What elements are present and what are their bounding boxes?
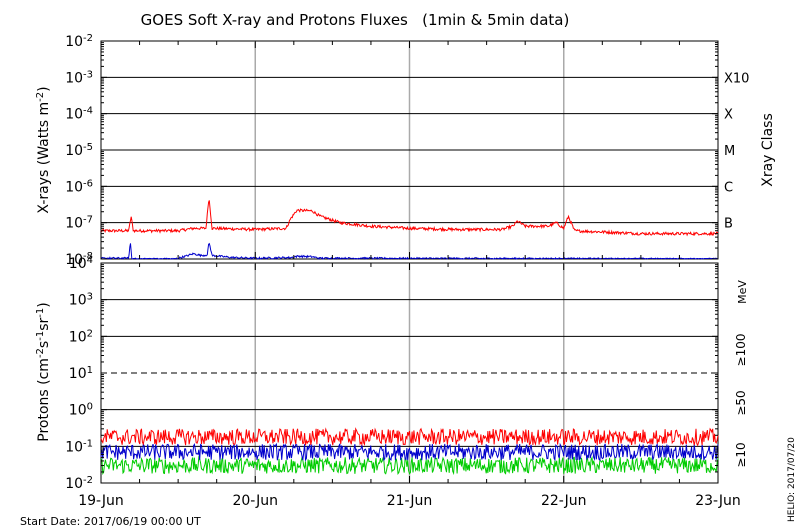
proton-y-tick-exp: 4 <box>87 255 93 266</box>
xray-class-label: B <box>724 217 733 232</box>
proton-y-tick-base: 10 <box>69 366 87 382</box>
proton-y-tick-exp: -2 <box>83 475 93 486</box>
xray-y-tick-base: 10 <box>65 179 83 195</box>
proton-y-tick-label: 103 <box>69 291 93 309</box>
xray-class-label: C <box>724 180 733 195</box>
proton-y-tick-exp: 2 <box>87 328 93 339</box>
xray-y-tick-exp: -3 <box>83 69 93 80</box>
proton-ylabel-mid: s <box>36 341 52 348</box>
proton-y-tick-base: 10 <box>69 329 87 345</box>
proton-y-tick-label: 104 <box>69 255 93 273</box>
x-tick-label: 20-Jun <box>232 493 278 509</box>
proton-ylabel-main: Protons (cm <box>36 358 52 442</box>
proton-y-tick-label: 100 <box>69 401 93 419</box>
xray-y-tick-base: 10 <box>65 252 83 268</box>
xray-y-tick-base: 10 <box>65 216 83 232</box>
xray-y-tick-base: 10 <box>65 143 83 159</box>
xray-y-tick-exp: -2 <box>83 33 93 44</box>
proton-series-line <box>100 455 719 476</box>
xray-y-tick-label: 10-5 <box>65 142 93 160</box>
proton-ylabel-sup2: -1 <box>35 331 46 341</box>
proton-ylabel-close: ) <box>36 302 52 307</box>
xray-y-tick-exp: -7 <box>83 214 93 225</box>
proton-y-tick-base: 10 <box>69 256 87 272</box>
proton-ylabel-sup1: -2 <box>35 348 46 358</box>
proton-series-line <box>100 427 719 447</box>
x-tick-label: 23-Jun <box>695 493 741 509</box>
xray-class-label: M <box>724 144 735 159</box>
proton-y-tick-base: 10 <box>69 403 87 419</box>
proton-series-line <box>100 442 719 462</box>
xray-y-tick-base: 10 <box>65 107 83 123</box>
proton-y-tick-base: 10 <box>69 293 87 309</box>
proton-y-tick-label: 101 <box>69 365 93 383</box>
xray-y-tick-label: 10-7 <box>65 214 93 232</box>
start-date-label: Start Date: 2017/06/19 00:00 UT <box>20 515 201 528</box>
proton-y-tick-base: 10 <box>65 476 83 492</box>
xray-ylabel-close: ) <box>36 86 52 91</box>
chart-title: GOES Soft X-ray and Protons Fluxes (1min… <box>141 11 570 29</box>
xray-y-tick-label: 10-2 <box>65 33 93 51</box>
x-tick-label: 19-Jun <box>78 493 124 509</box>
xray-y-tick-exp: -6 <box>83 178 93 189</box>
xray-ylabel-sup: -2 <box>35 92 46 102</box>
xray-y-tick-label: 10-6 <box>65 178 93 196</box>
xray-class-label: X <box>724 108 733 123</box>
proton-y-tick-label: 102 <box>69 328 93 346</box>
mev-unit-label: MeV <box>736 280 749 304</box>
x-tick-label: 21-Jun <box>387 493 433 509</box>
proton-y-tick-label: 10-1 <box>65 438 93 456</box>
proton-y-tick-base: 10 <box>65 439 83 455</box>
proton-y-tick-exp: 3 <box>87 291 93 302</box>
xray-y-tick-base: 10 <box>65 70 83 86</box>
xray-y-tick-label: 10-8 <box>65 251 93 269</box>
xray-y-tick-exp: -4 <box>83 105 93 116</box>
xray-class-axis-label: Xray Class <box>760 113 776 187</box>
xray-y-tick-label: 10-4 <box>65 105 93 123</box>
xray-y-tick-exp: -5 <box>83 142 93 153</box>
proton-energy-label: ≥50 <box>734 390 748 415</box>
proton-y-tick-exp: 1 <box>87 365 93 376</box>
xray-ylabel-main: X-rays (Watts m <box>36 102 52 214</box>
xray-class-label: X10 <box>724 71 749 86</box>
xray-series-line <box>100 200 719 237</box>
proton-energy-label: ≥100 <box>734 334 748 367</box>
x-tick-label: 22-Jun <box>541 493 587 509</box>
xray-y-tick-label: 10-3 <box>65 69 93 87</box>
proton-y-tick-exp: -1 <box>83 438 93 449</box>
proton-ylabel-sup3: -1 <box>35 308 46 318</box>
xray-y-tick-base: 10 <box>65 34 83 50</box>
xray-y-tick-exp: -8 <box>83 251 93 262</box>
proton-energy-label: ≥10 <box>734 442 748 467</box>
proton-y-axis-label: Protons (cm-2s-1sr-1) <box>35 302 53 441</box>
proton-y-tick-label: 10-2 <box>65 475 93 493</box>
proton-ylabel-mid2: sr <box>36 317 52 330</box>
xray-y-axis-label: X-rays (Watts m-2) <box>35 86 53 213</box>
helio-credit: HELIO: 2017/07/20 <box>787 437 797 522</box>
proton-y-tick-exp: 0 <box>87 401 93 412</box>
